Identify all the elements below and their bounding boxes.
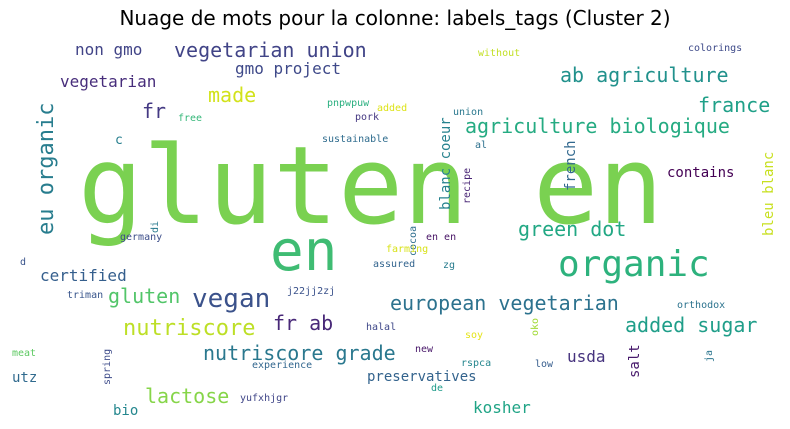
word: d <box>20 257 27 268</box>
word: yufxhjgr <box>240 393 289 404</box>
word: j22jj2zj <box>287 286 336 297</box>
word: pnpwpuw <box>327 98 370 109</box>
word: experience <box>252 360 313 371</box>
word: sustainable <box>322 134 389 145</box>
word: made <box>208 83 257 107</box>
word: certified <box>40 266 127 285</box>
word-cloud: gluten en en organic vegan eu organic ag… <box>10 38 780 428</box>
word: european vegetarian <box>390 291 619 315</box>
word: en en <box>426 232 457 243</box>
word: halal <box>366 322 397 333</box>
word: kosher <box>473 398 531 417</box>
word: spring <box>102 348 113 385</box>
word: c <box>115 133 123 148</box>
word: organic <box>558 244 710 285</box>
word: utz <box>12 370 38 386</box>
word: french <box>563 140 579 191</box>
word: vegetarian <box>60 72 157 91</box>
word: low <box>535 359 554 370</box>
word: contains <box>667 165 735 181</box>
word: agriculture biologique <box>465 114 730 138</box>
word: meat <box>12 348 37 359</box>
word: de <box>431 383 444 394</box>
word: nutriscore grade <box>203 341 396 365</box>
word: nutriscore <box>123 316 256 341</box>
word: colorings <box>688 43 743 54</box>
word: soy <box>465 330 484 341</box>
word: added sugar <box>625 313 758 337</box>
word: added <box>377 103 408 114</box>
word: germany <box>120 232 163 243</box>
word: france <box>698 93 771 117</box>
word: bio <box>113 403 139 419</box>
word: gluten <box>108 284 181 308</box>
word: union <box>453 107 484 118</box>
word: rspca <box>461 358 492 369</box>
word: blanc coeur <box>438 117 454 210</box>
chart-title: Nuage de mots pour la colonne: labels_ta… <box>119 6 671 30</box>
word: zg <box>443 260 456 271</box>
word: al <box>475 140 488 151</box>
word: preservatives <box>367 369 477 385</box>
word: triman <box>67 290 104 301</box>
word: bleu blanc <box>761 151 777 236</box>
word: eu organic <box>34 102 59 235</box>
word: orthodox <box>677 300 726 311</box>
word: non gmo <box>75 40 143 59</box>
word: vegan <box>192 284 271 314</box>
word: lactose <box>145 384 230 408</box>
word: assured <box>373 259 416 270</box>
word: usda <box>567 347 606 366</box>
word: free <box>178 113 203 124</box>
word: fr ab <box>273 311 334 335</box>
word: gmo project <box>235 59 341 78</box>
word: green dot <box>518 217 627 241</box>
word: vegetarian union <box>174 38 367 62</box>
word: new <box>415 344 434 355</box>
word: fr <box>142 99 167 123</box>
word: gluten en <box>78 124 664 249</box>
word: en <box>270 219 338 284</box>
word: pork <box>355 112 380 123</box>
word: ja <box>704 349 715 362</box>
word: without <box>478 48 521 59</box>
word: recipe <box>462 167 473 204</box>
word: oko <box>530 317 541 336</box>
word: farming <box>386 244 429 255</box>
word: salt <box>627 344 643 378</box>
word: ab agriculture <box>560 63 729 87</box>
